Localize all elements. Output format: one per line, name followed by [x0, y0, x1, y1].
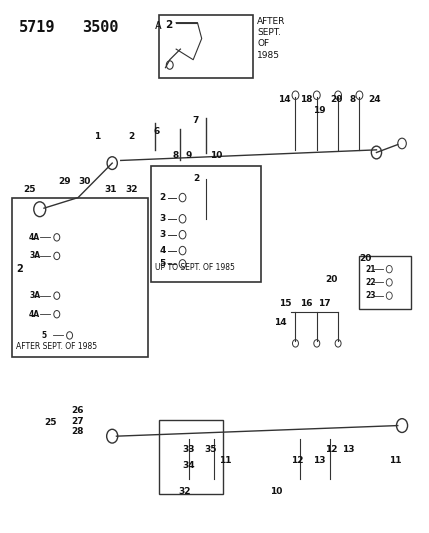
Text: 4A: 4A — [29, 310, 40, 319]
Text: 2: 2 — [159, 193, 165, 202]
Text: 15: 15 — [278, 299, 291, 308]
Text: 13: 13 — [313, 456, 325, 465]
Bar — [12, 198, 148, 357]
Text: 27: 27 — [71, 417, 84, 426]
Bar — [159, 14, 253, 78]
Text: 17: 17 — [318, 299, 331, 308]
Text: 2: 2 — [166, 20, 173, 30]
Text: 2: 2 — [128, 132, 135, 141]
Text: 24: 24 — [368, 95, 381, 104]
Text: 7: 7 — [192, 116, 199, 125]
Text: 20: 20 — [330, 95, 342, 104]
Text: 5: 5 — [159, 260, 165, 268]
Text: 8: 8 — [350, 95, 356, 104]
Text: 12: 12 — [291, 456, 304, 465]
Bar — [159, 420, 223, 495]
Text: 10: 10 — [211, 151, 223, 160]
Text: 3A: 3A — [29, 291, 40, 300]
Bar — [151, 166, 261, 282]
Text: 1: 1 — [94, 132, 100, 141]
Text: 4: 4 — [159, 246, 166, 255]
Text: 9: 9 — [186, 151, 192, 160]
Text: 34: 34 — [183, 461, 195, 470]
Text: 26: 26 — [71, 406, 84, 415]
Text: 29: 29 — [58, 177, 71, 186]
Text: 31: 31 — [104, 185, 117, 194]
Text: 32: 32 — [125, 185, 138, 194]
Text: AFTER SEPT. OF 1985: AFTER SEPT. OF 1985 — [16, 342, 97, 351]
Text: 25: 25 — [44, 418, 57, 427]
Text: 12: 12 — [326, 445, 338, 454]
Text: 6: 6 — [154, 127, 160, 136]
Text: 20: 20 — [360, 254, 372, 263]
Text: 2: 2 — [193, 174, 199, 183]
Text: 28: 28 — [71, 427, 84, 437]
Text: 23: 23 — [366, 291, 376, 300]
Text: 3500: 3500 — [82, 20, 119, 35]
Text: 5719: 5719 — [18, 20, 55, 35]
Text: AFTER
SEPT.
OF
1985: AFTER SEPT. OF 1985 — [257, 17, 285, 60]
Text: 35: 35 — [204, 445, 217, 454]
Text: UP TO SEPT. OF 1985: UP TO SEPT. OF 1985 — [155, 263, 235, 272]
Text: 4A: 4A — [29, 233, 40, 242]
Text: 25: 25 — [23, 185, 35, 194]
Text: 20: 20 — [326, 275, 338, 284]
Text: 11: 11 — [390, 456, 402, 465]
Text: 10: 10 — [270, 487, 282, 496]
Text: 18: 18 — [300, 95, 312, 104]
Text: 14: 14 — [274, 318, 287, 327]
Text: 3A: 3A — [29, 252, 40, 261]
Text: 32: 32 — [178, 487, 191, 496]
Text: 19: 19 — [313, 106, 325, 115]
Bar — [360, 256, 411, 309]
Text: 13: 13 — [342, 445, 355, 454]
Text: 3: 3 — [159, 214, 165, 223]
Text: 5: 5 — [42, 331, 47, 340]
Text: 22: 22 — [366, 278, 376, 287]
Text: 8: 8 — [172, 151, 178, 160]
Text: 30: 30 — [79, 177, 91, 186]
Text: 16: 16 — [300, 299, 312, 308]
Text: 14: 14 — [278, 95, 291, 104]
Text: 11: 11 — [219, 456, 231, 465]
Text: A: A — [155, 21, 162, 31]
Text: 21: 21 — [366, 265, 376, 273]
Text: 2: 2 — [16, 264, 23, 274]
Text: 3: 3 — [159, 230, 165, 239]
Text: 33: 33 — [183, 445, 195, 454]
